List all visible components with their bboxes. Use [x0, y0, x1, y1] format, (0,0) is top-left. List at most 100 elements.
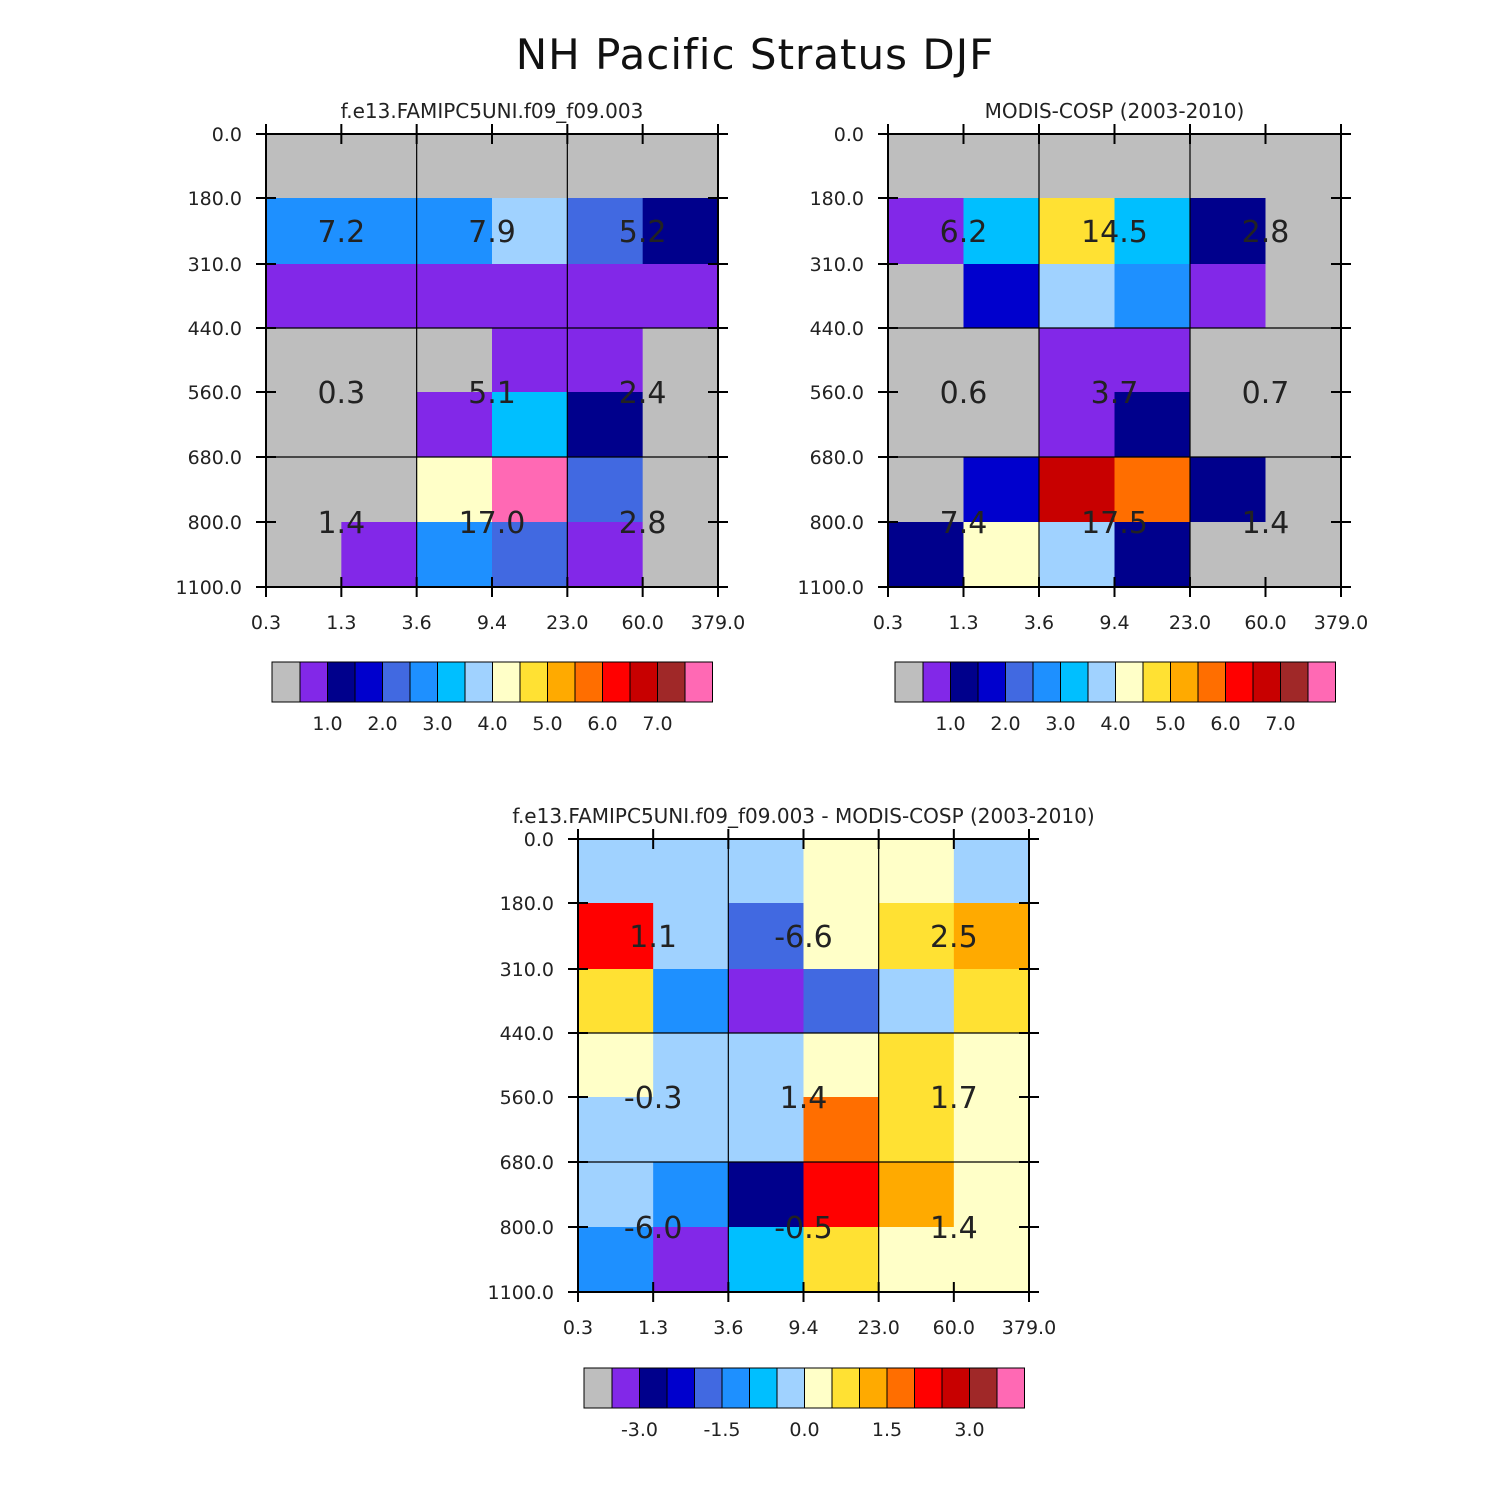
heatmap-cell — [567, 328, 644, 393]
colorbar-label: 4.0 — [477, 713, 507, 735]
x-tick-label: 379.0 — [1002, 1317, 1056, 1339]
heatmap-cell — [728, 903, 804, 970]
y-tick-label: 680.0 — [810, 447, 864, 469]
heatmap-cell — [953, 1033, 1030, 1098]
colorbar-label: -1.5 — [703, 1419, 740, 1441]
heatmap-cell — [1190, 328, 1266, 393]
x-tick-label: 3.6 — [402, 612, 432, 634]
colorbar-swatch — [639, 1367, 668, 1409]
heatmap-cell — [492, 392, 568, 458]
y-tick-label: 0.0 — [834, 124, 864, 146]
colorbar-label: 2.0 — [367, 713, 397, 735]
heatmap-cell — [567, 134, 644, 199]
heatmap-cell — [653, 969, 729, 1034]
colorbar-label: 3.0 — [422, 713, 452, 735]
colorbar-swatch — [354, 661, 383, 703]
y-tick-label: 0.0 — [524, 829, 554, 851]
heatmap-cell — [642, 134, 719, 199]
heatmap-cell — [567, 198, 644, 265]
heatmap-cell — [953, 969, 1030, 1034]
heatmap-cell — [878, 1227, 955, 1293]
heatmap-cell — [578, 839, 654, 904]
colorbar-swatch — [1225, 661, 1254, 703]
colorbar-label: 1.0 — [935, 713, 965, 735]
heatmap-cell — [963, 522, 1040, 588]
colorbar-swatch — [657, 661, 686, 703]
box-value-label: -0.3 — [624, 1081, 683, 1116]
heatmap-cell — [492, 134, 568, 199]
heatmap-cell — [578, 969, 654, 1034]
x-tick-label: 23.0 — [1169, 612, 1211, 634]
colorbar-swatch — [666, 1367, 695, 1409]
colorbar-swatch — [327, 661, 356, 703]
x-tick-label: 9.4 — [1099, 612, 1129, 634]
heatmap-cell — [341, 134, 418, 199]
heatmap-cell — [266, 457, 342, 523]
heatmap-cell — [341, 328, 418, 393]
heatmap-cell — [963, 392, 1040, 458]
colorbar: 1.0 2.0 3.0 4.0 5.0 6.0 7.0 — [271, 661, 713, 735]
box-value-label: 2.8 — [1242, 215, 1290, 250]
heatmap-cell — [416, 392, 493, 458]
heatmap-cell — [492, 328, 568, 393]
heatmap-cell — [416, 457, 493, 523]
colorbar-swatch — [969, 1367, 998, 1409]
heatmap-cell — [1039, 457, 1115, 523]
heatmap-cell — [341, 198, 418, 265]
colorbar-label: 3.0 — [954, 1419, 984, 1441]
colorbar-swatch — [409, 661, 438, 703]
colorbar-swatch — [1170, 661, 1199, 703]
colorbar-swatch — [914, 1367, 943, 1409]
heatmap-cell — [1265, 522, 1342, 588]
heatmap-cell — [953, 1162, 1030, 1228]
box-value-label: 2.8 — [619, 506, 667, 541]
x-tick-label: 0.3 — [563, 1317, 593, 1339]
heatmap-cell — [578, 1162, 654, 1228]
x-tick-label: 3.6 — [1024, 612, 1054, 634]
x-tick-label: 379.0 — [1314, 612, 1368, 634]
heatmap-cell — [1039, 328, 1115, 393]
heatmap-cell — [1114, 392, 1191, 458]
heatmap-cell — [803, 969, 880, 1034]
heatmap-cell — [1039, 198, 1115, 265]
heatmap-cell — [803, 903, 880, 970]
colorbar-label: 1.0 — [312, 713, 342, 735]
heatmap-cell — [1114, 457, 1191, 523]
heatmap-cell — [803, 839, 880, 904]
colorbar-swatch — [922, 661, 951, 703]
colorbar-swatch — [749, 1367, 778, 1409]
box-value-label: 17.5 — [1081, 506, 1148, 541]
x-tick-label: 9.4 — [788, 1317, 818, 1339]
colorbar-swatch — [721, 1367, 750, 1409]
box-value-label: -6.0 — [624, 1211, 683, 1246]
heatmap-cell — [266, 134, 342, 199]
box-value-label: 14.5 — [1081, 215, 1148, 250]
heatmap-cell — [1190, 392, 1266, 458]
colorbar-label: 4.0 — [1100, 713, 1130, 735]
heatmap-cell — [1190, 264, 1266, 329]
panel-title: f.e13.FAMIPC5UNI.f09_f09.003 — [341, 99, 644, 123]
heatmap-cell — [653, 1227, 729, 1293]
box-value-label: 2.4 — [619, 376, 667, 411]
page-title: NH Pacific Stratus DJF — [515, 30, 995, 79]
y-tick-label: 800.0 — [188, 512, 242, 534]
heatmap-cell — [653, 1033, 729, 1098]
heatmap-cell — [492, 522, 568, 588]
y-tick-label: 800.0 — [500, 1217, 554, 1239]
heatmap-cell — [953, 903, 1030, 970]
colorbar-label: 7.0 — [1265, 713, 1295, 735]
heatmap-cell — [888, 198, 964, 265]
heatmap-cell — [416, 328, 493, 393]
heatmap-cell — [963, 134, 1040, 199]
x-tick-label: 23.0 — [858, 1317, 900, 1339]
heatmap-cell — [1114, 134, 1191, 199]
y-tick-label: 1100.0 — [488, 1282, 554, 1304]
box-value-label: 17.0 — [459, 506, 526, 541]
heatmap-cell — [266, 522, 342, 588]
heatmap-cell — [1039, 264, 1115, 329]
box-value-label: 2.5 — [930, 920, 978, 955]
heatmap-cell — [266, 264, 342, 329]
heatmap-cell — [642, 198, 719, 265]
